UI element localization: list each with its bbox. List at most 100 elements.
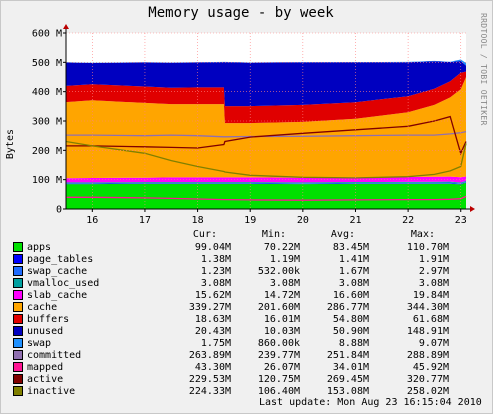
- legend-name: slab_cache: [27, 289, 88, 301]
- legend-max: 9.07M: [418, 337, 449, 349]
- y-tick-label: 100 M: [32, 175, 62, 186]
- legend-swatch: [13, 242, 23, 252]
- area-cache: [66, 77, 466, 179]
- area-swap_cache: [66, 181, 466, 184]
- legend-name: mapped: [27, 361, 64, 373]
- legend-avg: 8.88M: [338, 337, 369, 349]
- legend-swatch: [13, 374, 23, 384]
- legend-cur: 339.27M: [188, 301, 231, 313]
- header-max: Max:: [410, 229, 435, 240]
- x-tick-label: 16: [86, 215, 98, 226]
- legend-min: 532.00k: [257, 265, 300, 277]
- legend-name: swap_cache: [27, 265, 88, 277]
- legend-avg: 54.80M: [332, 313, 369, 325]
- legend-row-apps: apps 99.04M 70.22M 83.45M 110.70M: [13, 241, 449, 253]
- y-tick-label: 200 M: [32, 146, 62, 157]
- y-tick-label: 300 M: [32, 117, 62, 128]
- legend-swatch: [13, 266, 23, 276]
- y-tick-label: 500 M: [32, 58, 62, 69]
- legend-row-cache: cache 339.27M 201.60M 286.77M 344.30M: [13, 301, 449, 313]
- legend-name: active: [27, 373, 64, 385]
- legend-avg: 34.01M: [332, 361, 369, 373]
- legend-row-active: active 229.53M 120.75M 269.45M 320.77M: [13, 373, 449, 385]
- legend-max: 320.77M: [406, 373, 449, 385]
- legend-avg: 16.60M: [332, 289, 369, 301]
- area-swap: [66, 59, 466, 66]
- header-avg: Avg:: [330, 229, 355, 240]
- legend-name: committed: [27, 349, 82, 361]
- legend-min: 120.75M: [257, 373, 300, 385]
- legend-cur: 43.30M: [194, 361, 231, 373]
- legend-name: swap: [27, 337, 52, 349]
- x-tick-label: 17: [139, 215, 151, 226]
- legend-max: 110.70M: [406, 241, 449, 253]
- legend-min: 14.72M: [263, 289, 300, 301]
- legend-name: cache: [27, 301, 58, 313]
- legend-avg: 153.08M: [326, 385, 369, 397]
- x-tick-label: 19: [244, 215, 256, 226]
- legend-name: unused: [27, 325, 64, 337]
- x-tick-label: 18: [192, 215, 204, 226]
- legend-cur: 15.62M: [194, 289, 231, 301]
- legend-swatch: [13, 290, 23, 300]
- legend-min: 26.07M: [263, 361, 300, 373]
- area-unused: [66, 61, 466, 107]
- legend-avg: 269.45M: [326, 373, 369, 385]
- legend-max: 61.68M: [412, 313, 449, 325]
- x-tick-label: 21: [349, 215, 361, 226]
- x-tick-label: 20: [297, 215, 309, 226]
- legend-swatch: [13, 362, 23, 372]
- legend-row-slab_cache: slab_cache 15.62M 14.72M 16.60M 19.84M: [13, 289, 449, 301]
- chart-plot: 0 100 M 200 M 300 M 400 M 500 M 600 M 16 17 18 19 2…: [32, 24, 475, 226]
- legend-swatch: [13, 338, 23, 348]
- legend-min: 106.40M: [257, 385, 300, 397]
- legend-row-unused: unused 20.43M 10.03M 50.90M 148.91M: [13, 325, 449, 337]
- area-buffers: [66, 71, 466, 124]
- legend-row-swap: swap 1.75M 860.00k 8.88M 9.07M: [13, 337, 449, 349]
- legend-avg: 50.90M: [332, 325, 369, 337]
- y-tick-label: 600 M: [32, 29, 62, 40]
- line-inactive: [65, 140, 467, 179]
- legend-row-buffers: buffers 18.63M 16.01M 54.80M 61.68M: [13, 313, 449, 325]
- legend-cur: 1.38M: [200, 253, 231, 265]
- header-cur: Cur:: [192, 229, 217, 240]
- legend-min: 239.77M: [257, 349, 300, 361]
- legend-cur: 229.53M: [188, 373, 231, 385]
- legend-row-committed: committed 263.89M 239.77M 251.84M 288.89M: [13, 349, 449, 361]
- legend-swatch: [13, 326, 23, 336]
- legend-cur: 18.63M: [194, 313, 231, 325]
- legend-table: Cur: Min: Avg: Max: apps 99.04M 70.22M 83.4…: [13, 229, 449, 397]
- legend-min: 70.22M: [263, 241, 300, 253]
- legend-row-inactive: inactive 224.33M 106.40M 153.08M 258.02M: [13, 385, 449, 397]
- legend-max: 45.92M: [412, 361, 449, 373]
- legend-avg: 286.77M: [326, 301, 369, 313]
- rrdtool-watermark: RRDTOOL / TOBI OETIKER: [479, 13, 488, 126]
- legend-cur: 1.75M: [200, 337, 231, 349]
- legend-avg: 1.41M: [338, 253, 369, 265]
- legend-name: buffers: [27, 313, 70, 325]
- legend-avg: 1.67M: [338, 265, 369, 277]
- line-mapped: [66, 195, 467, 201]
- x-tick-label: 23: [455, 215, 467, 226]
- legend-min: 16.01M: [263, 313, 300, 325]
- legend-min: 201.60M: [257, 301, 300, 313]
- legend-avg: 3.08M: [338, 277, 369, 289]
- legend-cur: 99.04M: [194, 241, 231, 253]
- legend-min: 3.08M: [269, 277, 300, 289]
- legend-max: 1.91M: [418, 253, 449, 265]
- legend-min: 10.03M: [263, 325, 300, 337]
- line-active: [66, 115, 467, 156]
- legend-max: 148.91M: [406, 325, 449, 337]
- legend-row-swap_cache: swap_cache 1.23M 532.00k 1.67M 2.97M: [13, 265, 449, 277]
- chart-title: Memory usage - by week: [148, 5, 334, 21]
- legend-max: 3.08M: [418, 277, 449, 289]
- header-min: Min:: [261, 229, 286, 240]
- legend-avg: 251.84M: [326, 349, 369, 361]
- y-axis-arrow: [63, 24, 69, 29]
- legend-max: 258.02M: [406, 385, 449, 397]
- legend-name: apps: [27, 241, 52, 253]
- legend-row-page_tables: page_tables 1.38M 1.19M 1.41M 1.91M: [13, 253, 449, 265]
- legend-swatch: [13, 386, 23, 396]
- area-apps: [66, 182, 466, 209]
- legend-cur: 224.33M: [188, 385, 231, 397]
